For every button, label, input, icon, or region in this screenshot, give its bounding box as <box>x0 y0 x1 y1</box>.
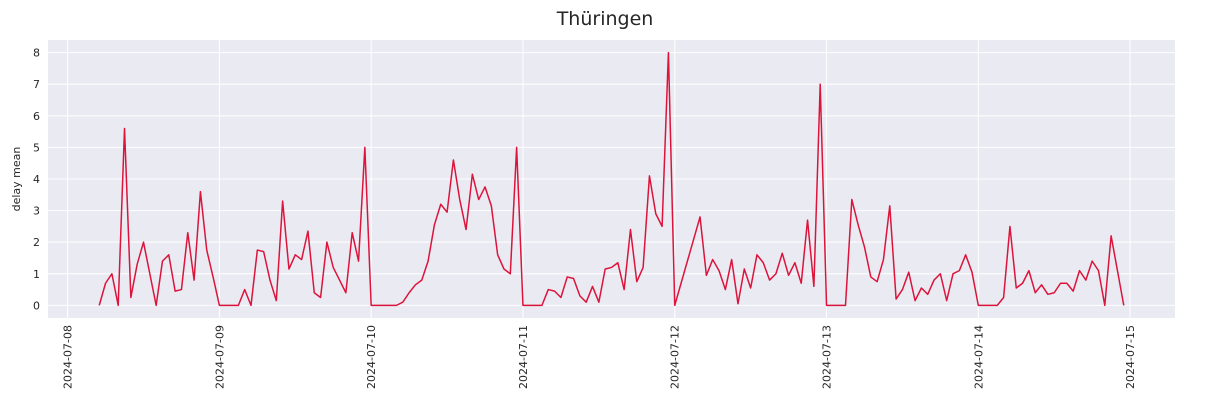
x-tick-label: 2024-07-12 <box>669 325 682 389</box>
x-tick-label: 2024-07-10 <box>365 325 378 389</box>
y-tick-label: 6 <box>33 110 40 123</box>
y-tick-label: 3 <box>33 205 40 218</box>
y-tick-label: 1 <box>33 268 40 281</box>
y-tick-label: 8 <box>33 47 40 60</box>
y-tick-label: 0 <box>33 299 40 312</box>
y-tick-label: 4 <box>33 173 40 186</box>
x-tick-label: 2024-07-15 <box>1124 325 1137 389</box>
data-line <box>98 51 1125 307</box>
y-tick-label: 7 <box>33 78 40 91</box>
x-tick-label: 2024-07-13 <box>821 325 834 389</box>
grid <box>48 40 1175 318</box>
x-tick-label: 2024-07-08 <box>62 325 75 389</box>
y-tick-label: 2 <box>33 236 40 249</box>
x-tick-label: 2024-07-11 <box>517 325 530 389</box>
chart-title: Thüringen <box>556 8 654 30</box>
y-axis-label: delay mean <box>10 147 23 212</box>
y-tick-label: 5 <box>33 141 40 154</box>
x-tick-label: 2024-07-14 <box>972 325 985 389</box>
x-tick-label: 2024-07-09 <box>213 325 226 389</box>
marks <box>98 51 1125 307</box>
